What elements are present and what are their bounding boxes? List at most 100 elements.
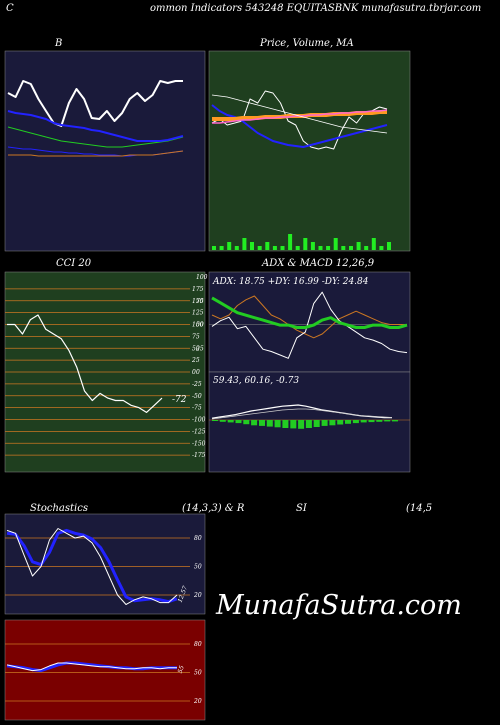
macd-hist-21 [376,420,383,422]
macd-signal [211,408,393,420]
rsi-tick-2: 20 [193,698,202,705]
volume-bar-13 [310,242,315,250]
macd-hist-9 [282,420,289,428]
price-panel [208,50,411,252]
rsi-line [6,662,177,672]
macd-hist-12 [305,420,312,428]
volume-bar-23 [387,242,391,250]
adx-panel [208,271,411,373]
macd-hist-17 [345,420,351,424]
volume-bar-6 [257,246,262,250]
volume-bar-17 [341,246,346,250]
cci-tick-7: 0 [192,369,196,376]
macd-hist-4 [243,420,250,425]
header-left: C [6,3,14,14]
cci-tick-5: 50 [192,345,200,352]
volume-bar-12 [303,238,308,250]
adx-title: ADX & MACD 12,26,9 [262,258,375,269]
cci-title: CCI 20 [56,258,92,269]
macd-hist-11 [298,420,305,429]
cci-tick-3: 100 [192,322,204,329]
cci-line [7,314,163,413]
header-title: ommon Indicators 543248 EQUITASBNK munaf… [150,3,482,14]
adx-tick-4: 0 [196,369,200,376]
macd-hist-13 [313,420,320,427]
volume-bar-5 [250,242,254,250]
volume-bar-11 [295,246,300,250]
cci-tick-2: 125 [192,310,204,317]
price-title: Price, Volume, MA [260,38,354,49]
volume-bar-18 [349,246,353,250]
adx-tick-3: 25 [195,345,204,352]
volume-bar-21 [371,238,376,250]
macd-hist-22 [384,420,391,422]
adx-tick-0: 100 [196,274,208,281]
volume-bar-9 [280,246,285,250]
adx-plus-di [211,291,408,359]
rsi-title: SI [296,503,307,514]
macd-hist-8 [274,420,281,428]
price-series-4 [211,94,388,134]
stoch-tick-0: 80 [194,535,202,542]
volume-bar-20 [364,246,369,250]
cci-tick-6: 25 [191,357,200,364]
macd-hist-1 [219,420,226,422]
volume-bar-14 [318,246,323,250]
cci-tick-13: -150 [192,440,206,447]
volume-bar-1 [219,246,224,250]
bb-series-2 [7,110,184,142]
macd-hist-19 [360,420,367,423]
cci-tick-14: -175 [192,452,206,459]
rsi-tick-0: 80 [194,641,202,648]
macd-hist-7 [266,420,273,427]
rsi-tick-1: 50 [194,670,202,677]
volume-bar-16 [333,238,338,250]
volume-bar-2 [227,242,232,250]
cci-tick-0: 175 [192,286,204,293]
adx-minus-di [211,295,407,339]
cci-tick-4: 75 [192,333,200,340]
bb-series-4 [8,150,184,157]
volume-bar-19 [356,242,361,250]
stoch-k [6,528,178,605]
adx-tick-2: 50 [196,322,204,329]
macd-hist-23 [392,420,398,422]
cci-tick-8: -25 [192,381,202,388]
macd-hist-5 [251,420,258,426]
cci-tick-9: -50 [192,393,202,400]
macd-hist-18 [352,420,359,424]
volume-bar-15 [326,246,331,250]
bb-panel [4,50,206,252]
macd-readout: 59.43, 60.16, -0.73 [213,376,299,386]
macd-hist-20 [368,420,375,423]
rsi-params: (14,5 [406,503,433,514]
volume-bar-0 [212,246,216,250]
macd-hist-16 [337,420,344,425]
macd-hist-0 [212,420,218,421]
cci-tick-1: 150 [192,298,204,305]
stoch-tick-2: 20 [193,592,202,599]
watermark: MunafaSutra.com [216,590,462,621]
adx-readout: ADX: 18.75 +DY: 16.99 -DY: 24.84 [212,277,369,287]
volume-bar-3 [234,246,239,250]
cci-tick-12: -125 [192,428,206,435]
cci-tick-10: -75 [192,405,202,412]
volume-bar-10 [288,234,293,250]
volume-bar-8 [272,246,277,250]
macd-hist-10 [290,420,297,429]
macd-hist-6 [259,420,265,426]
volume-bar-4 [242,238,247,250]
macd-hist-14 [321,420,328,426]
macd-hist-15 [329,420,336,426]
stoch-d [6,528,178,604]
macd-panel [208,371,411,473]
volume-bar-22 [379,246,384,250]
cci-last-label: -72 [172,395,187,405]
bb-title: B [55,38,63,49]
macd-hist-3 [235,420,242,424]
adx-tick-1: 75 [196,298,204,305]
rsi-last-label: 55 [177,665,186,675]
bb-series-1 [7,126,184,148]
cci-tick-11: -100 [192,417,206,424]
